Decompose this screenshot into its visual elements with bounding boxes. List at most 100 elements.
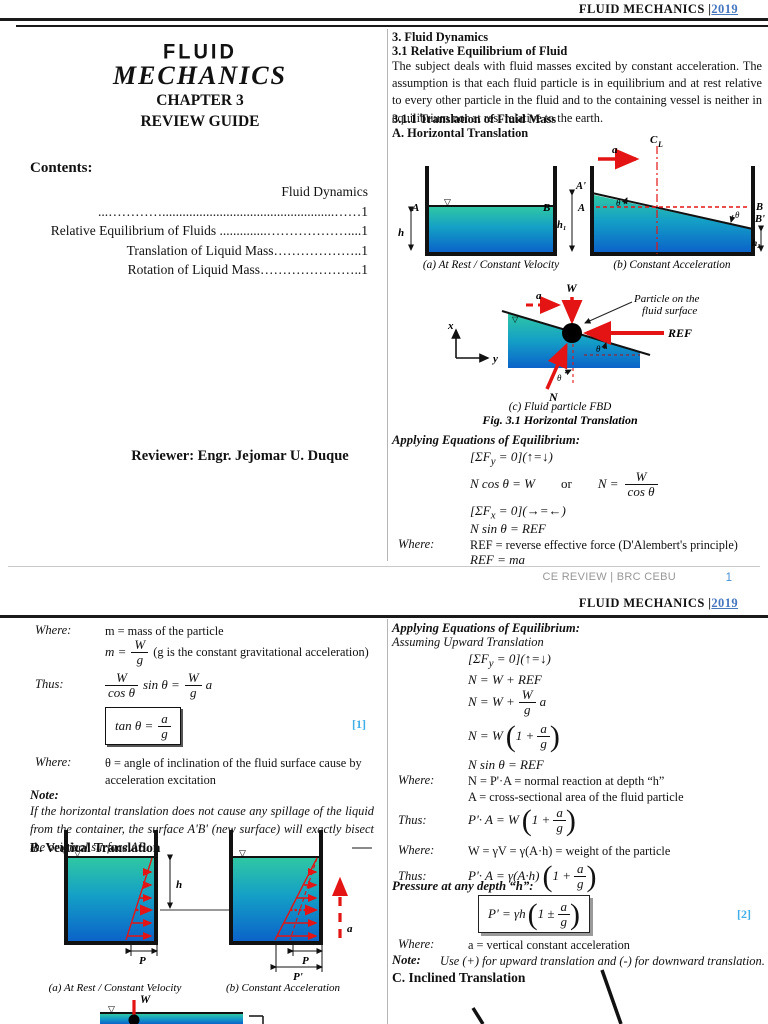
- label-N: N: [548, 390, 559, 404]
- svg-text:▽: ▽: [108, 1004, 115, 1014]
- header-title: FLUID MECHANICS: [578, 2, 709, 16]
- page-header: FLUID MECHANICS |2019: [579, 2, 738, 17]
- ref-definition: REF = reverse effective force (D'Alember…: [470, 538, 738, 552]
- ncos-equation-row: N cos θ = W or N = W cos θ: [470, 467, 658, 501]
- equation-ref-2: [2]: [737, 907, 751, 921]
- nsin-equation: N sin θ = REF: [468, 757, 544, 772]
- tank-b-right-wall: [751, 166, 755, 256]
- tank-a-bottom: [425, 252, 557, 256]
- toc-entry: Translation of Liquid Mass………………..1: [126, 242, 368, 258]
- a-over-g-fraction: a g: [158, 712, 171, 740]
- toc-entry: Rotation of Liquid Mass…………………..1: [127, 262, 368, 277]
- header-bar: |: [708, 2, 712, 16]
- section-c-heading: C. Inclined Translation: [392, 970, 526, 985]
- section-3-heading: 3. Fluid Dynamics: [392, 30, 489, 44]
- axis-x-label: x: [447, 320, 454, 332]
- water-surface-symbol: ▽: [444, 197, 451, 207]
- equilibrium-heading: Applying Equations of Equilibrium:: [392, 621, 580, 635]
- page-number: 1: [725, 572, 732, 584]
- label-P-prime: P': [293, 971, 303, 983]
- n-equation-1: N = W + REF: [468, 672, 542, 687]
- vertical-translation-tanks-figure: ▽ h P (a) At Rest / Constant Velocity ▽: [49, 830, 353, 1024]
- theta-definition: θ = angle of inclination of the fluid su…: [105, 756, 362, 788]
- label-h2: h₂: [752, 239, 761, 249]
- column-divider: [387, 29, 388, 561]
- label-h: h: [176, 879, 182, 891]
- tank-a-right-wall: [553, 166, 557, 256]
- label-B2: B: [755, 202, 763, 213]
- partial-fbd-water: [100, 1014, 243, 1024]
- doc-title-line2: MECHANICS: [112, 61, 288, 90]
- label-theta-left: θ: [616, 198, 621, 208]
- w-over-cos-fraction: W cos θ: [624, 470, 658, 498]
- section-3-1-1-heading: 3.1.1 Translation of Fluid Mass: [392, 112, 557, 126]
- w-over-g-fraction: W g: [131, 638, 149, 666]
- page-2: FLUID MECHANICS |2019 Where: m = mass of…: [0, 585, 768, 1024]
- label-REF: REF: [667, 326, 692, 340]
- label-A-prime: A': [575, 181, 586, 192]
- equilibrium-heading: Applying Equations of Equilibrium:: [392, 433, 580, 447]
- label-theta-n: θ: [557, 373, 562, 383]
- thus-equation-row: W cos θ sin θ = W g a: [105, 667, 212, 703]
- sign-note: Use (+) for upward translation and (-) f…: [440, 954, 765, 968]
- label-W: W: [566, 281, 578, 295]
- header-rule-thick: [0, 18, 768, 21]
- caption-b: (b) Constant Acceleration: [613, 259, 730, 271]
- header-title: FLUID MECHANICS: [578, 596, 709, 610]
- label-P: P: [139, 955, 146, 967]
- label-B: B: [542, 202, 550, 214]
- where-label: Where:: [398, 843, 435, 857]
- svg-text:L: L: [657, 140, 663, 149]
- column-divider: [387, 619, 388, 1024]
- section-a-heading: A. Horizontal Translation: [392, 126, 529, 140]
- pressure-heading: Pressure at any depth “h”:: [392, 879, 534, 893]
- intro-paragraph: The subject deals with fluid masses exci…: [392, 59, 762, 125]
- header-year: 2019: [711, 2, 738, 16]
- note-label: Note:: [392, 953, 421, 967]
- header-bar: |: [708, 596, 712, 610]
- tank-b-water: [594, 195, 751, 252]
- where-label: Where:: [398, 773, 435, 787]
- figure-caption: Fig. 3.1 Horizontal Translation: [481, 413, 638, 427]
- weight-definition: W = γV = γ(A·h) = weight of the particle: [468, 844, 671, 858]
- tank-b-water: [233, 858, 319, 941]
- ref-ma-equation: REF = ma: [470, 552, 525, 567]
- or-word: or: [561, 476, 572, 491]
- particle-note-line2: fluid surface: [642, 305, 697, 317]
- caption-a: (a) At Rest / Constant Velocity: [49, 982, 182, 994]
- header-rule-thick: [0, 615, 768, 618]
- label-W: W: [140, 994, 151, 1006]
- thus-label: Thus:: [398, 813, 427, 827]
- w-over-g-fraction: W g: [184, 671, 202, 699]
- where-label: Where:: [35, 755, 72, 769]
- caption-c: (c) Fluid particle FBD: [509, 401, 612, 413]
- label-a: a: [612, 144, 618, 156]
- header-year: 2019: [711, 596, 738, 610]
- label-CL: C: [650, 134, 658, 146]
- w-over-cos-fraction: W cos θ: [105, 671, 138, 699]
- toc-entry: Fluid Dynamics ...…………..................…: [98, 184, 368, 219]
- where-label: Where:: [398, 537, 435, 551]
- axis-y-label: y: [491, 353, 498, 365]
- note-paragraph: If the horizontal translation does not c…: [30, 804, 374, 854]
- tan-theta-boxed-equation: tan θ = a g: [105, 707, 181, 746]
- footer-text: CE REVIEW | BRC CEBU: [542, 571, 676, 583]
- area-definition: A = cross-sectional area of the fluid pa…: [468, 790, 684, 804]
- normal-arrow: [545, 342, 568, 390]
- tank-b-bottom: [590, 252, 755, 256]
- equation-ref-1: [1]: [352, 717, 366, 731]
- n-definition: N = P'·A = normal reaction at depth “h”: [468, 774, 665, 788]
- tank-a-water: [429, 207, 553, 252]
- label-h1: h₁: [557, 220, 567, 231]
- footer-rule: [8, 566, 760, 567]
- label-theta-right: θ: [735, 210, 740, 220]
- doc-title-line1: FLUID: [163, 40, 237, 64]
- table-of-contents: Fluid Dynamics ...…………..................…: [40, 182, 368, 280]
- page-1: FLUID MECHANICS |2019 FLUID MECHANICS CH…: [0, 2, 768, 584]
- toc-entry: Relative Equilibrium of Fluids .........…: [50, 223, 368, 238]
- svg-text:▽: ▽: [239, 848, 246, 858]
- fluid-particle: [562, 323, 582, 343]
